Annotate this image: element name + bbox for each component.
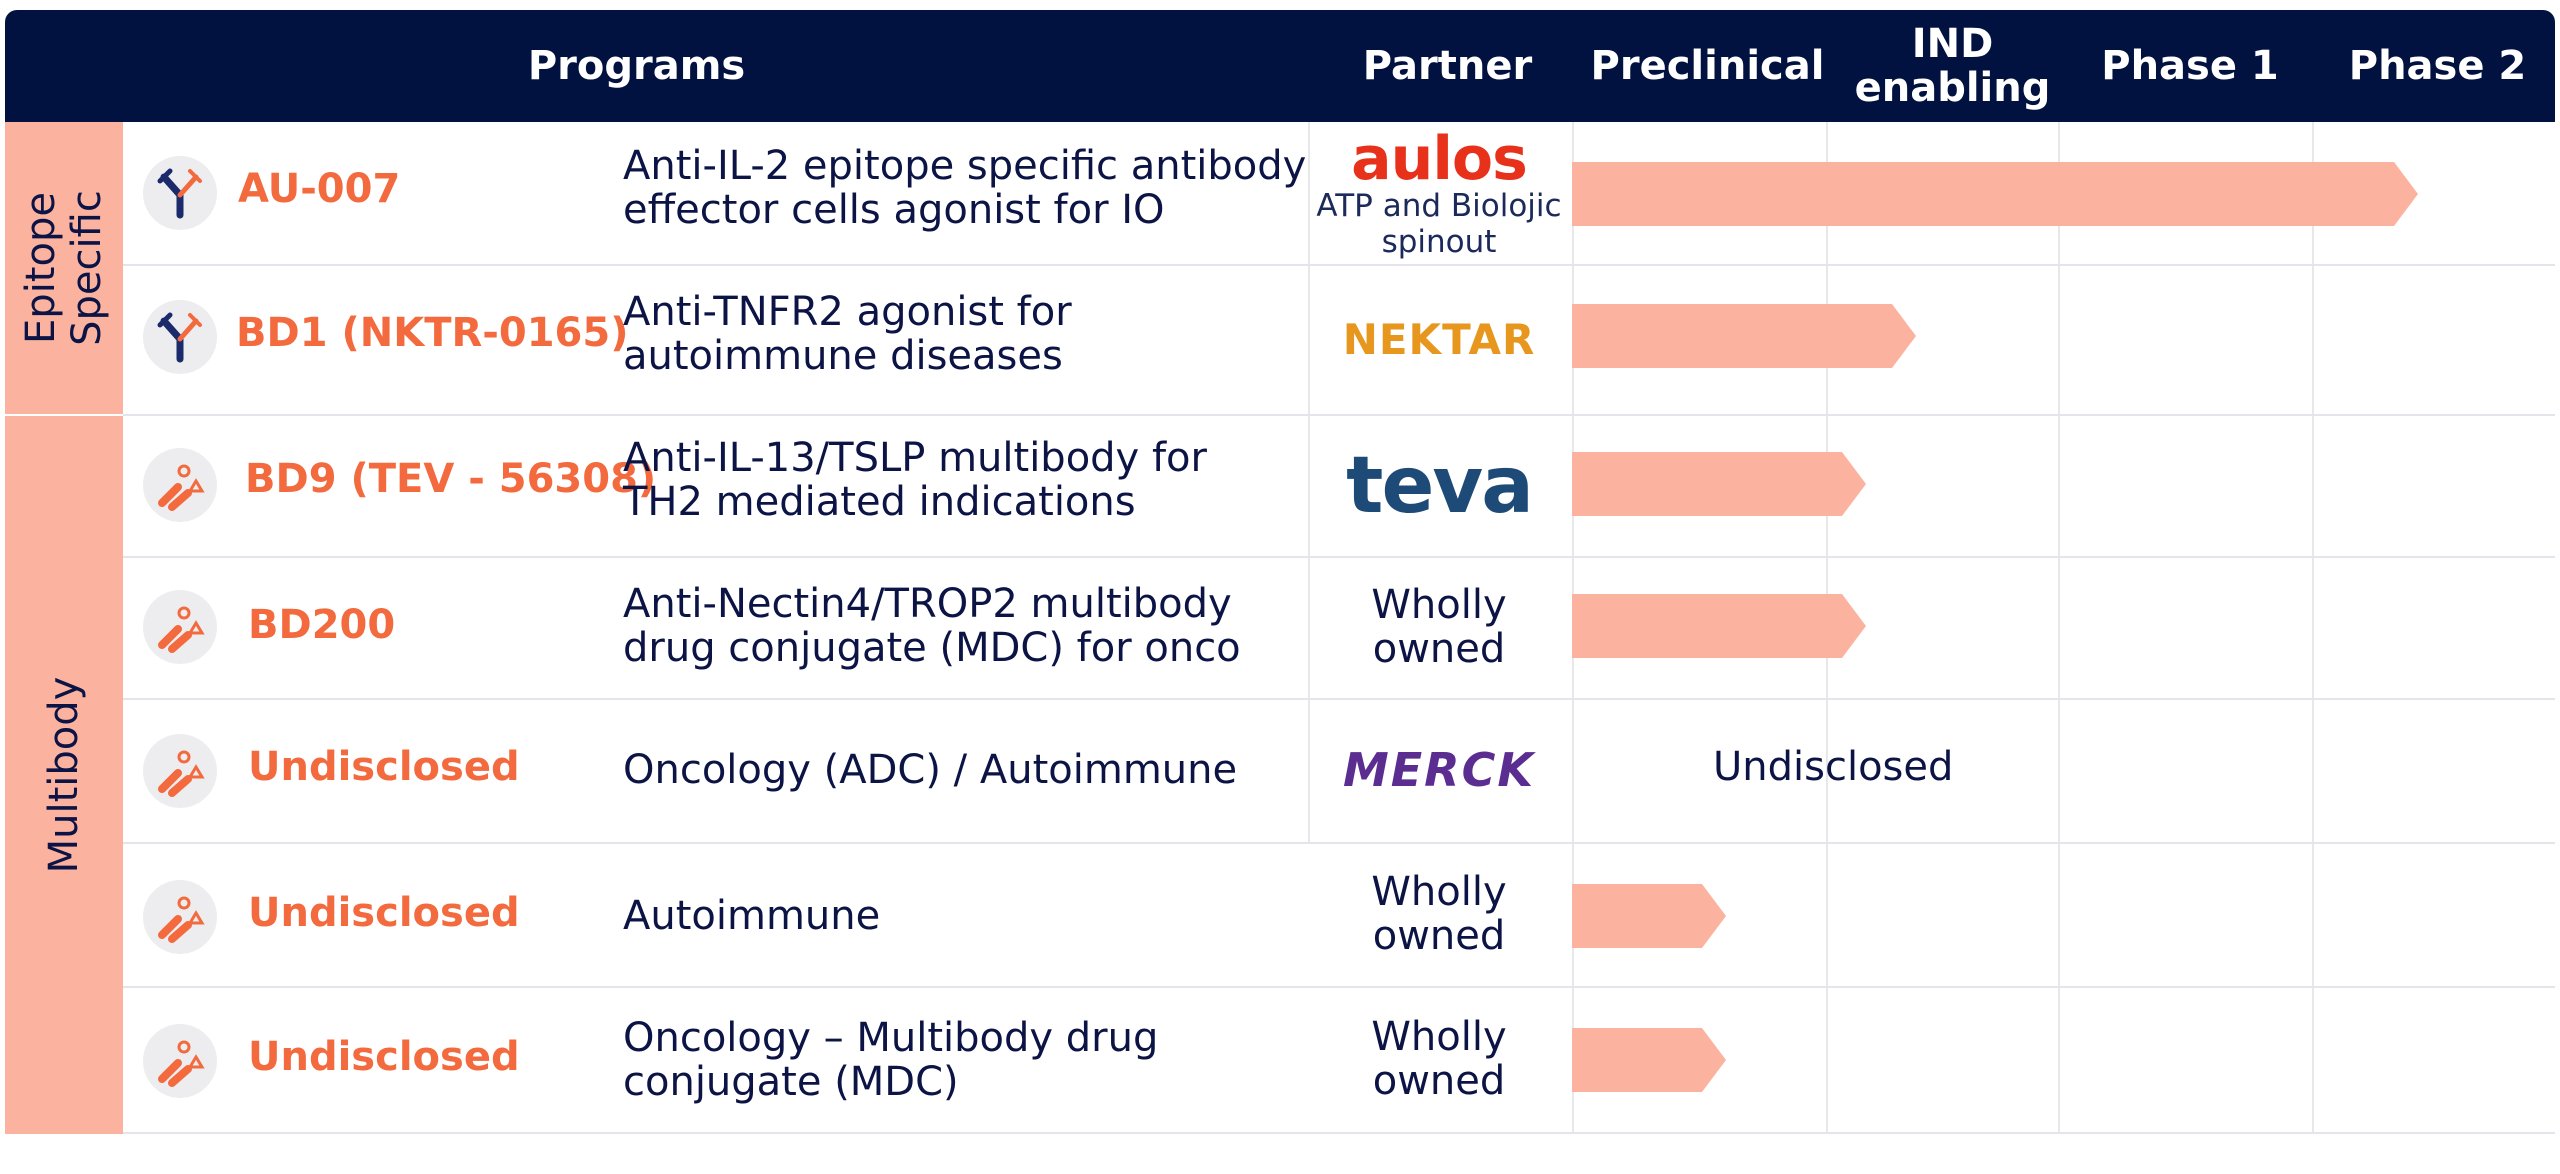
progress-bar-ind-enabling <box>1572 304 1916 368</box>
group-epitope-label: Epitope Specific <box>18 190 110 346</box>
program-description: Anti-IL-2 epitope specific antibody effe… <box>623 144 1423 232</box>
progress-bar-phase2 <box>1572 162 2418 226</box>
program-description: Oncology (ADC) / Autoimmune <box>623 748 1423 792</box>
table-row: Undisclosed Oncology (ADC) / Autoimmune … <box>123 698 2555 844</box>
progress-bar-ind-enabling <box>1572 594 1866 658</box>
table-row: BD9 (TEV - 56308) Anti-IL-13/TSLP multib… <box>123 416 2555 558</box>
partner-divider <box>1308 122 1310 844</box>
description-line1: Oncology (ADC) / Autoimmune <box>623 747 1238 793</box>
header-ind-line2: enabling <box>1854 65 2051 111</box>
table-header: Programs Partner Preclinical IND enablin… <box>5 10 2555 122</box>
program-description: Autoimmune <box>623 894 1423 938</box>
header-programs: Programs <box>527 43 746 89</box>
partner-line2: owned <box>1372 626 1506 672</box>
description-line2: effector cells agonist for IO <box>623 187 1165 233</box>
group-multibody: Multibody <box>5 416 123 1134</box>
program-name: Undisclosed <box>248 744 520 790</box>
phase2-divider <box>2312 122 2314 1134</box>
program-description: Oncology – Multibody drug conjugate (MDC… <box>623 1016 1423 1104</box>
partner-line1: Wholly <box>1371 869 1507 915</box>
description-line2: autoimmune diseases <box>623 333 1063 379</box>
description-line2: conjugate (MDC) <box>623 1059 959 1105</box>
partner-cell: Wholly owned <box>1308 556 1570 698</box>
description-line2: TH2 mediated indications <box>623 479 1136 525</box>
program-name: BD1 (NKTR-0165) <box>236 310 629 356</box>
antibody-icon <box>143 300 217 374</box>
header-partner: Partner <box>1362 43 1533 89</box>
description-line1: Oncology – Multibody drug <box>623 1015 1159 1061</box>
header-phase2: Phase 2 <box>2348 43 2527 89</box>
partner-sub-line2: spinout <box>1381 224 1497 260</box>
merck-logo: MERCK <box>1342 743 1536 797</box>
program-name: Undisclosed <box>248 890 520 936</box>
multibody-icon <box>143 880 217 954</box>
progress-bar-ind-enabling <box>1572 452 1866 516</box>
group-epitope-line1: Epitope <box>18 192 64 344</box>
group-epitope-line2: Specific <box>64 190 110 346</box>
header-ind-enabling: IND enabling <box>1835 14 2070 118</box>
aulos-logo: aulos <box>1351 124 1528 194</box>
program-name: BD9 (TEV - 56308) <box>245 456 657 502</box>
multibody-icon <box>143 734 217 808</box>
table-row: AU-007 Anti-IL-2 epitope specific antibo… <box>123 122 2555 266</box>
multibody-icon <box>143 590 217 664</box>
teva-logo: teva <box>1346 441 1534 531</box>
multibody-icon <box>143 448 217 522</box>
header-phase1: Phase 1 <box>2101 43 2279 89</box>
stage-undisclosed: Undisclosed <box>1713 744 1954 790</box>
program-name: Undisclosed <box>248 1034 520 1080</box>
program-description: Anti-TNFR2 agonist for autoimmune diseas… <box>623 290 1423 378</box>
partner-line1: Wholly <box>1371 1014 1507 1060</box>
partner-cell: Wholly owned <box>1308 986 1570 1132</box>
description-line1: Anti-IL-13/TSLP multibody for <box>623 435 1207 481</box>
partner-cell: aulos ATP and Biolojic spinout <box>1308 124 1570 260</box>
description-line1: Anti-Nectin4/TROP2 multibody <box>623 581 1232 627</box>
partner-cell: MERCK <box>1308 698 1570 842</box>
description-line1: Autoimmune <box>623 893 881 939</box>
description-line1: Anti-IL-2 epitope specific antibody <box>623 143 1307 189</box>
phase1-divider <box>2058 122 2060 1134</box>
program-name: AU-007 <box>238 166 401 212</box>
progress-bar-preclinical <box>1572 884 1726 948</box>
partner-cell: teva <box>1308 416 1570 556</box>
partner-line1: Wholly <box>1371 582 1507 628</box>
partner-cell: Wholly owned <box>1308 842 1570 986</box>
group-multibody-label: Multibody <box>41 676 87 874</box>
program-description: Anti-IL-13/TSLP multibody for TH2 mediat… <box>623 436 1423 524</box>
description-line1: Anti-TNFR2 agonist for <box>623 289 1072 335</box>
progress-bar-preclinical <box>1572 1028 1726 1092</box>
program-name: BD200 <box>248 602 396 648</box>
table-row: Undisclosed Autoimmune Wholly owned <box>123 842 2555 988</box>
table-row: BD200 Anti-Nectin4/TROP2 multibody drug … <box>123 556 2555 700</box>
partner-line2: owned <box>1372 1058 1506 1104</box>
partner-line2: owned <box>1372 913 1506 959</box>
nektar-logo: NEKTAR <box>1342 314 1536 364</box>
header-ind-line1: IND <box>1911 21 1994 67</box>
table-row: BD1 (NKTR-0165) Anti-TNFR2 agonist for a… <box>123 264 2555 416</box>
program-description: Anti-Nectin4/TROP2 multibody drug conjug… <box>623 582 1423 670</box>
description-line2: drug conjugate (MDC) for onco <box>623 625 1241 671</box>
group-epitope-specific: Epitope Specific <box>5 122 123 414</box>
table-row: Undisclosed Oncology – Multibody drug co… <box>123 986 2555 1134</box>
antibody-icon <box>143 156 217 230</box>
partner-sub-line1: ATP and Biolojic <box>1316 188 1562 224</box>
header-preclinical: Preclinical <box>1590 43 1825 89</box>
multibody-icon <box>143 1024 217 1098</box>
partner-cell: NEKTAR <box>1308 264 1570 414</box>
